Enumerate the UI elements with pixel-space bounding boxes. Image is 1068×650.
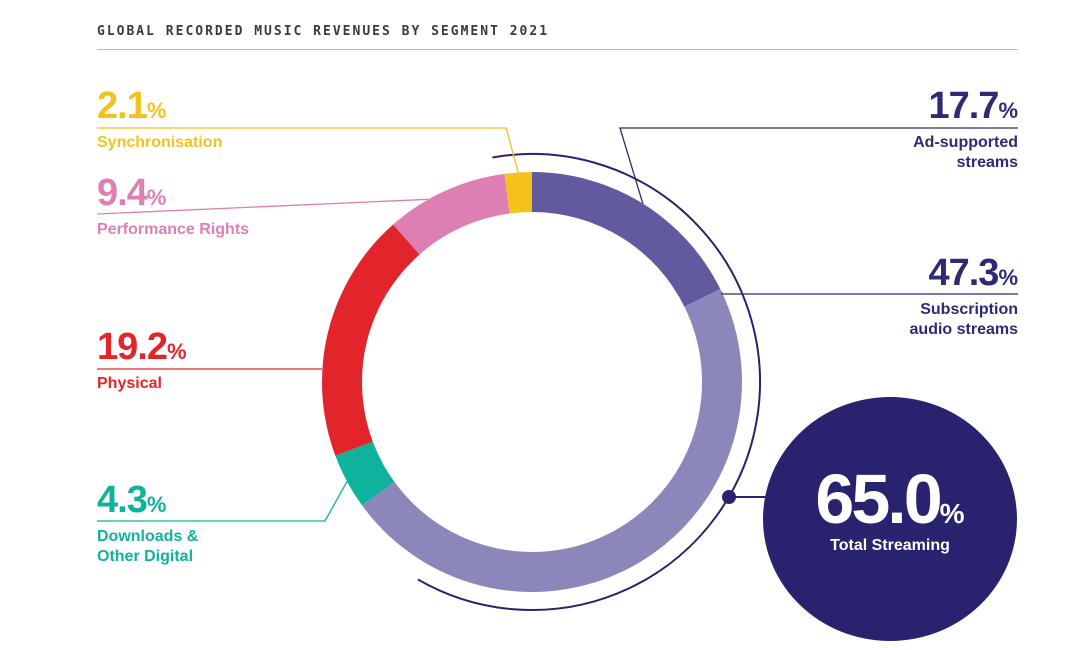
- value-performance-rights: 9.4: [97, 172, 148, 214]
- name-ad-supported-line1: Ad-supported: [913, 134, 1018, 151]
- slice-phys: [322, 224, 420, 456]
- value-physical: 19.2: [97, 326, 168, 368]
- leader-line-ad: [619, 127, 1018, 204]
- total-streaming-label: Total Streaming: [830, 537, 950, 554]
- percent-sign: %: [166, 339, 187, 364]
- label-performance-rights: 9.4% Performance Rights: [97, 173, 249, 240]
- name-performance-rights: Performance Rights: [97, 221, 250, 238]
- value-subscription: 47.3: [928, 252, 999, 294]
- label-physical: 19.2% Physical: [97, 327, 187, 394]
- title-divider: [97, 49, 1018, 50]
- percent-sign: %: [998, 265, 1018, 290]
- leader-line-perf: [96, 198, 429, 215]
- percent-sign: %: [146, 98, 167, 123]
- slice-perf: [393, 173, 510, 255]
- name-downloads-line2: Other Digital: [97, 548, 194, 565]
- streaming-bracket-arc: [417, 153, 761, 611]
- slice-sync: [504, 172, 532, 214]
- name-ad-supported-line2: streams: [956, 154, 1018, 171]
- name-subscription-line2: audio streams: [909, 321, 1018, 338]
- leader-line-sub: [721, 292, 1018, 295]
- leader-line-dl: [97, 481, 348, 522]
- percent-sign: %: [998, 98, 1018, 123]
- percent-sign: %: [146, 492, 167, 517]
- chart-title: GLOBAL RECORDED MUSIC REVENUES BY SEGMEN…: [97, 24, 550, 39]
- total-streaming-value: 65.0: [815, 460, 942, 538]
- slice-sub: [362, 289, 742, 593]
- value-downloads: 4.3: [97, 479, 148, 521]
- value-ad-supported: 17.7: [928, 85, 999, 127]
- label-downloads: 4.3% Downloads & Other Digital: [97, 480, 198, 567]
- name-physical: Physical: [97, 375, 162, 392]
- percent-sign: %: [146, 185, 167, 210]
- name-synchronisation: Synchronisation: [97, 134, 223, 151]
- label-ad-supported: 17.7% Ad-supported streams: [913, 86, 1018, 173]
- label-synchronisation: 2.1% Synchronisation: [97, 86, 222, 153]
- slice-ad: [532, 172, 721, 307]
- slice-dl: [335, 441, 395, 506]
- name-downloads-line1: Downloads &: [97, 528, 199, 545]
- total-streaming-badge: 65.0% Total Streaming: [763, 397, 1017, 641]
- value-synchronisation: 2.1: [97, 85, 148, 127]
- name-subscription-line1: Subscription: [920, 301, 1018, 318]
- label-subscription: 47.3% Subscription audio streams: [910, 253, 1018, 340]
- total-streaming-percent: %: [939, 498, 965, 529]
- leader-line-sync: [97, 127, 519, 173]
